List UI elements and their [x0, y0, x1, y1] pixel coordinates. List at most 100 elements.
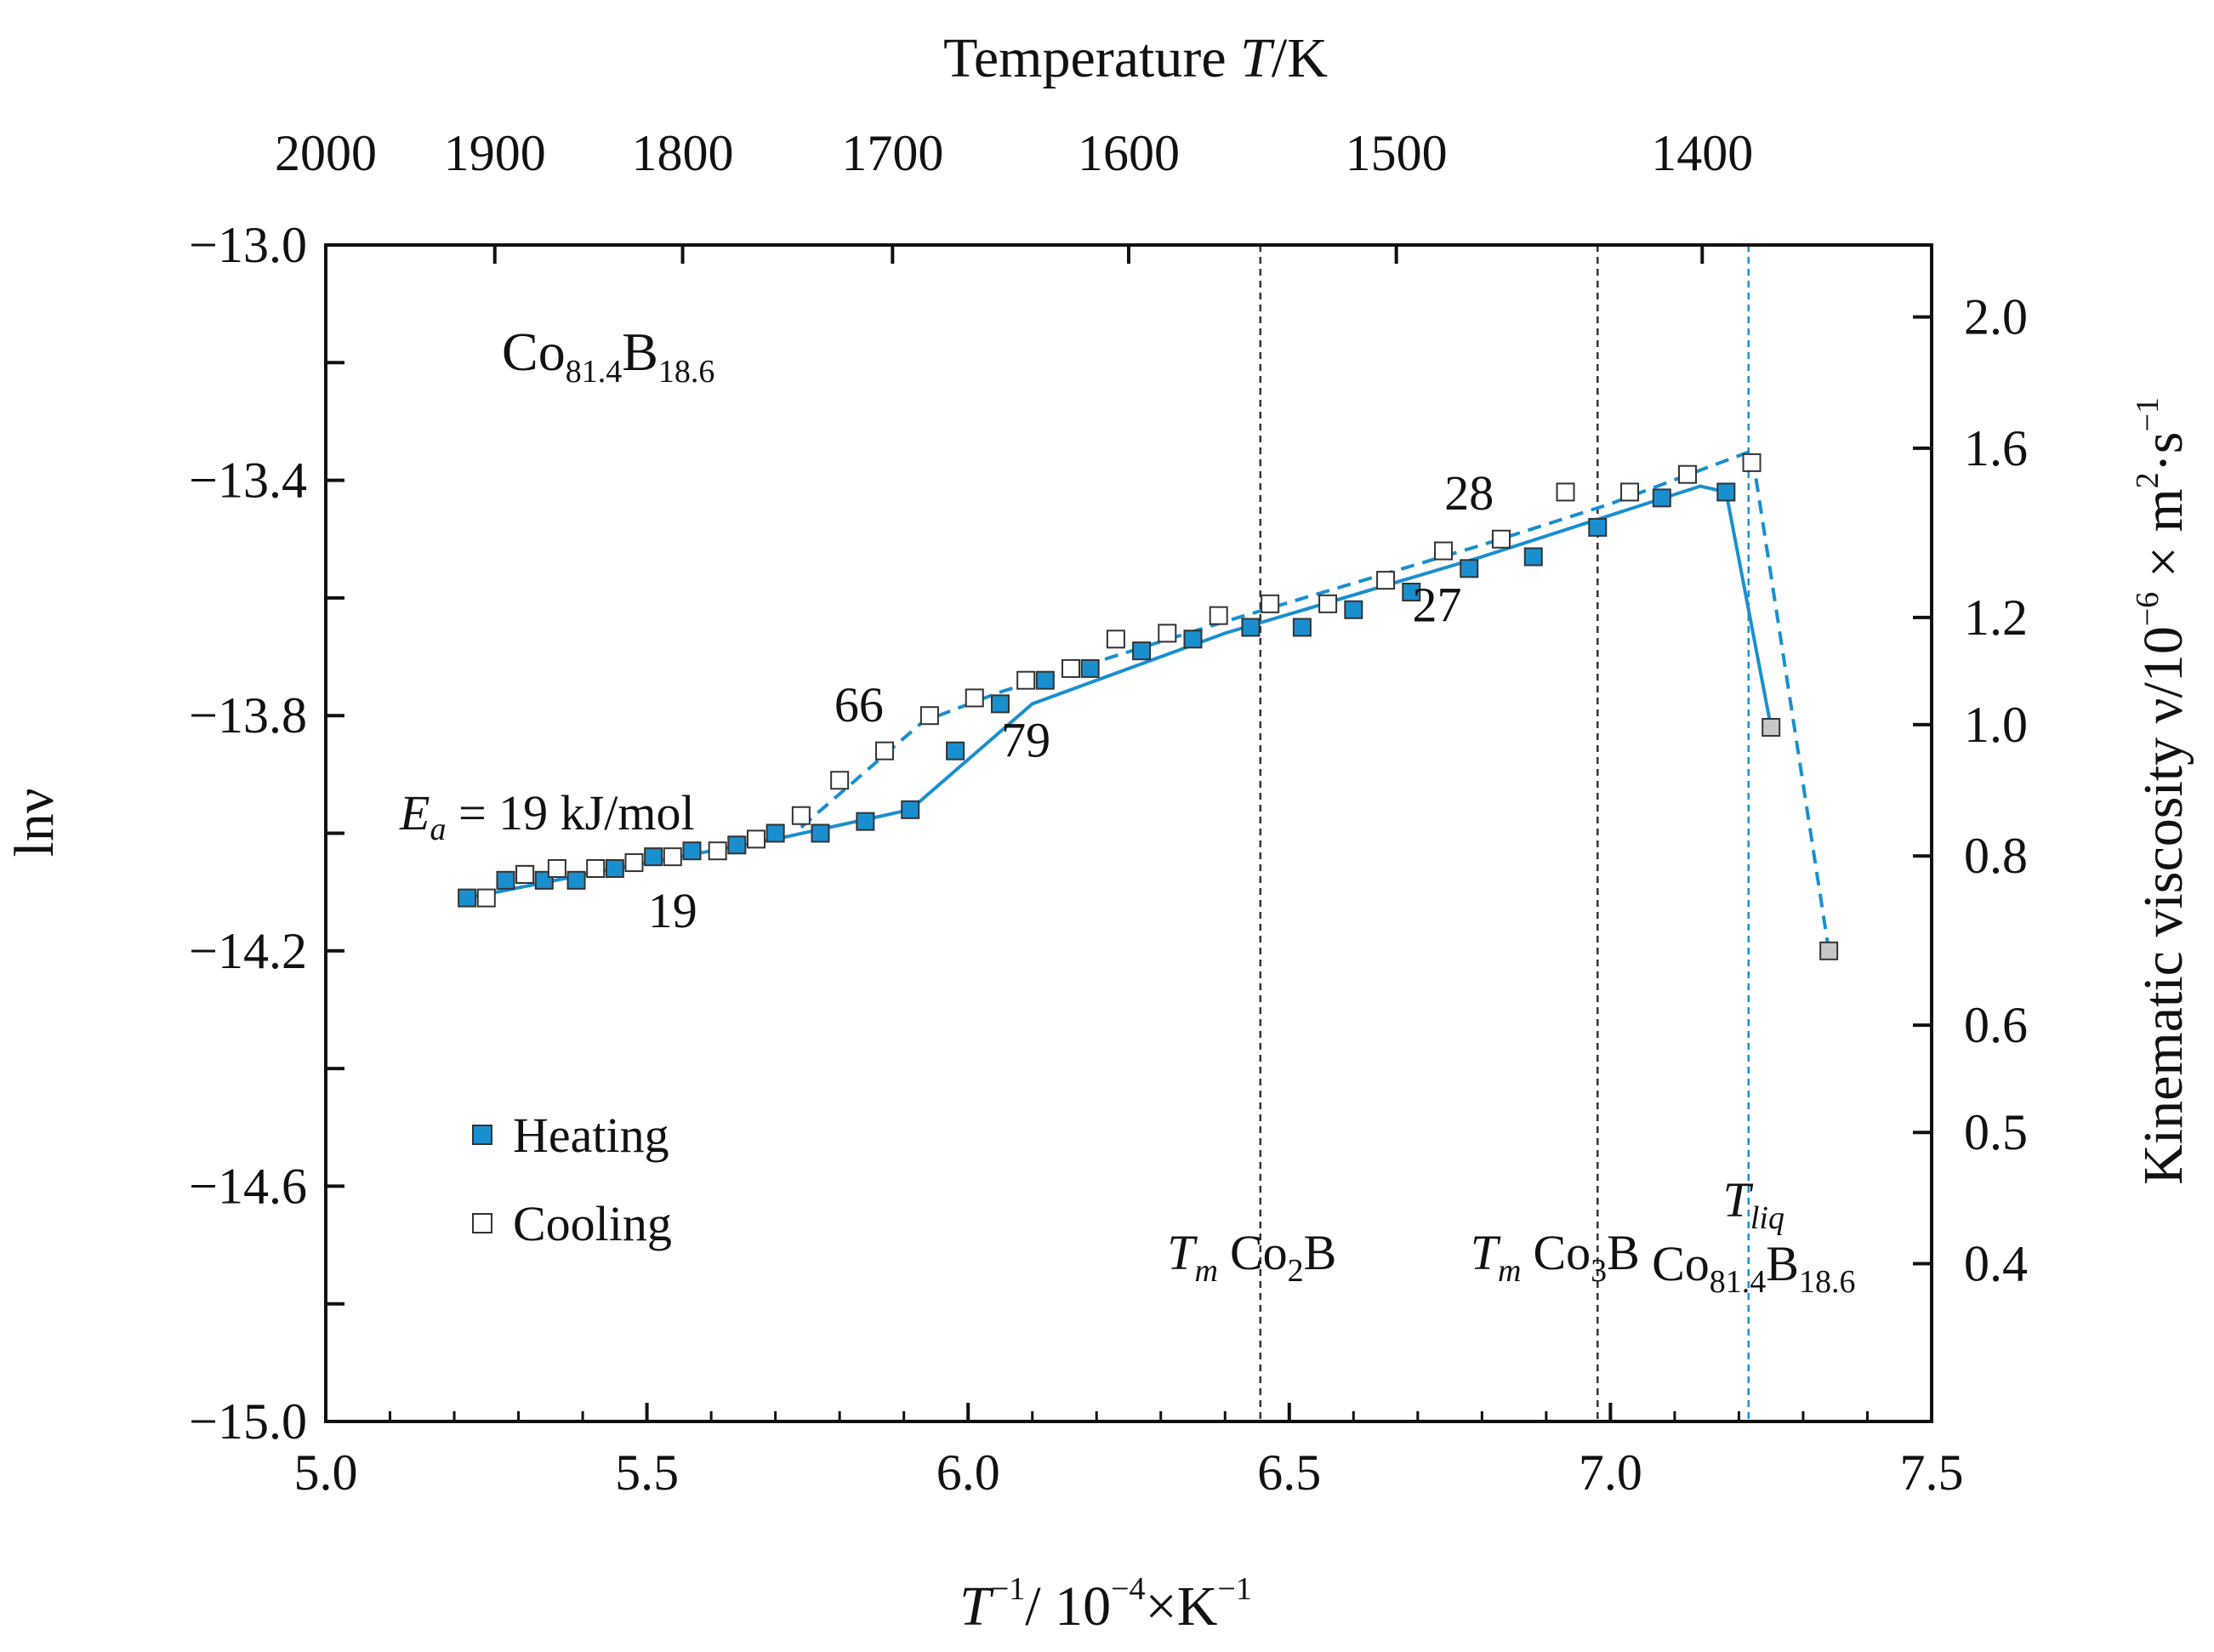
symbol-sub: liq — [1750, 1200, 1784, 1236]
plot-frame — [324, 243, 1933, 1423]
heating-point — [946, 741, 965, 760]
symbol-var: T — [1723, 1172, 1754, 1228]
cooling-point — [1158, 624, 1177, 643]
cooling-point — [1016, 670, 1036, 690]
comp-sub2: 18.6 — [1799, 1264, 1856, 1300]
top-tick-label: 1500 — [1346, 125, 1448, 181]
x-axis-title: T−1/ 10−4×K−1 — [959, 1571, 1252, 1638]
right-tick-label: 2.0 — [1964, 289, 2028, 345]
cooling-point — [515, 864, 535, 884]
cooling-point — [1106, 629, 1125, 649]
comp-main: Co — [1533, 1225, 1591, 1280]
fit-lines-layer — [466, 448, 1831, 952]
legend: Heating Cooling — [472, 1108, 672, 1251]
melting-label: Tm Co3B — [1471, 1225, 1640, 1289]
right-axis-title: Kinematic viscosity ν/10−6 × m2·s−1 — [2130, 397, 2194, 1185]
comp-sub: 3 — [1591, 1253, 1607, 1289]
legend-cooling-marker — [472, 1213, 492, 1233]
right-tick-label: 0.5 — [1964, 1104, 2028, 1160]
x-tick-label: 6.0 — [936, 1444, 1000, 1501]
right-tick-label: 0.4 — [1964, 1236, 2028, 1292]
cooling-point — [965, 688, 984, 708]
cooling-point — [1492, 529, 1511, 549]
x-tick-label: 5.5 — [615, 1444, 679, 1501]
slope-label: 19 — [648, 883, 697, 938]
ticks-layer — [324, 243, 1933, 1423]
heating-point — [1460, 559, 1479, 578]
cooling-point — [1678, 464, 1698, 484]
cooling-point — [875, 741, 895, 760]
heating-point — [1344, 600, 1363, 619]
cooling-point — [1434, 541, 1454, 561]
heating-point — [1716, 482, 1736, 502]
comp-main: Co — [1652, 1236, 1710, 1291]
cooling-point — [1061, 658, 1081, 678]
slope-label: 66 — [834, 677, 884, 732]
top-tick-label: 1600 — [1078, 125, 1180, 181]
cooling-point — [1620, 482, 1640, 502]
heating-point — [1652, 488, 1671, 508]
heating-point — [856, 812, 875, 831]
liquidus-composition: Co81.4B18.6 — [1652, 1236, 1855, 1300]
cooling-point — [663, 847, 682, 867]
heating-point — [901, 800, 920, 819]
x-tick-label: 7.0 — [1579, 1444, 1642, 1501]
comp-sub: 2 — [1288, 1253, 1304, 1289]
slope-label: 79 — [1001, 713, 1050, 768]
right-tick-label: 1.6 — [1964, 420, 2028, 476]
top-tick-label: 1700 — [841, 125, 943, 181]
cooling-point — [830, 771, 850, 790]
right-tick-label: 1.2 — [1964, 590, 2028, 646]
melting-label: Tm Co2B — [1167, 1225, 1336, 1289]
cooling-point — [1556, 482, 1575, 502]
comp-main2: B — [1304, 1225, 1337, 1280]
liquidus-symbol: Tliq — [1723, 1172, 1784, 1236]
annotations-layer: 5.0 5.5 6.0 6.5 7.0 7.5 −15.0 −14.6 −14.2 −13.8 −1… — [189, 125, 2028, 1501]
comp-main2: B — [1766, 1236, 1799, 1291]
heating-point — [458, 888, 477, 908]
x-tick-label: 7.5 — [1900, 1444, 1964, 1501]
heating-point — [766, 823, 785, 843]
heating-point — [566, 870, 586, 890]
cooling-point — [791, 806, 811, 825]
y-tick-label: −13.4 — [189, 453, 307, 509]
cooling-point — [586, 858, 606, 878]
heating-point — [644, 847, 663, 867]
activation-energy-label: Ea = 19 kJ/mol — [399, 785, 695, 847]
cooling-point — [746, 829, 766, 849]
tm-co3b-label: Tm Co3B — [1471, 1225, 1640, 1289]
y-tick-label: −15.0 — [189, 1393, 307, 1450]
top-tick-label: 1800 — [632, 125, 734, 181]
cooling-point — [1376, 571, 1396, 590]
heating-point — [496, 870, 515, 890]
heating-point — [1132, 641, 1152, 661]
symbol-var: T — [1471, 1225, 1501, 1280]
tm-co2b-label: Tm Co2B — [1167, 1225, 1336, 1289]
cooling-point — [1742, 453, 1762, 472]
cooling-point — [1209, 606, 1228, 625]
comp-main2: B — [1607, 1225, 1640, 1280]
heating-point — [1762, 718, 1781, 738]
heating-point — [811, 823, 830, 843]
top-tick-label: 1900 — [444, 125, 546, 181]
cooling-point — [1261, 594, 1280, 613]
y-tick-label: −13.0 — [189, 217, 307, 273]
heating-point — [1292, 618, 1312, 637]
heating-point — [682, 841, 702, 861]
alloy-label: Co81.4B18.6 — [502, 322, 714, 390]
y-tick-label: −14.6 — [189, 1158, 307, 1214]
top-tick-label: 1400 — [1651, 125, 1753, 181]
heating-point — [727, 835, 747, 855]
heating-point — [1035, 670, 1055, 690]
y-tick-label: −13.8 — [189, 687, 307, 743]
symbol-var: T — [1167, 1225, 1198, 1280]
cooling-point — [547, 858, 566, 878]
cooling-point — [1318, 594, 1338, 613]
cooling-point — [624, 853, 644, 873]
heating-point — [1080, 658, 1100, 678]
y-axis-title: lnν — [3, 788, 65, 857]
top-axis-title: Temperature T/K — [943, 27, 1328, 89]
cooling-point — [708, 841, 727, 861]
heating-point — [605, 858, 624, 878]
